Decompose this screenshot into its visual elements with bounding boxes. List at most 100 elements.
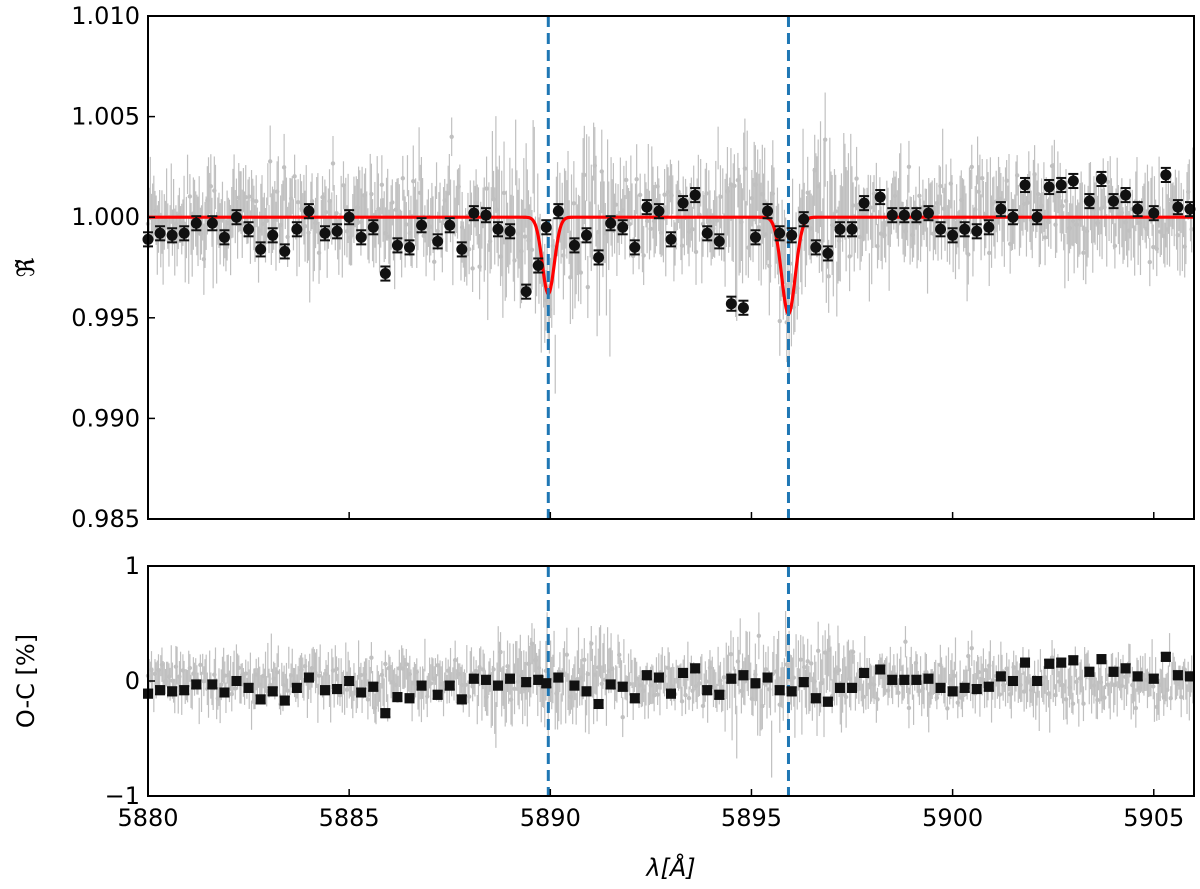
binned-point bbox=[179, 685, 190, 696]
raw-point bbox=[704, 679, 709, 684]
binned-point bbox=[874, 189, 886, 206]
raw-point bbox=[247, 194, 252, 199]
binned-point bbox=[653, 203, 665, 220]
raw-point bbox=[679, 243, 685, 248]
raw-point bbox=[187, 665, 193, 671]
binned-point bbox=[1148, 205, 1160, 222]
raw-point bbox=[714, 218, 720, 223]
binned-point bbox=[859, 667, 870, 678]
raw-point bbox=[582, 172, 587, 178]
binned-point bbox=[255, 694, 266, 705]
binned-point bbox=[1120, 663, 1131, 674]
raw-point bbox=[208, 184, 214, 189]
raw-point bbox=[267, 159, 273, 164]
y-tick-label: 1.005 bbox=[71, 103, 140, 131]
raw-point bbox=[850, 649, 856, 655]
top-model-layer bbox=[148, 215, 1194, 316]
raw-point bbox=[641, 253, 646, 258]
raw-point bbox=[473, 668, 479, 674]
binned-point bbox=[846, 221, 858, 238]
binned-point bbox=[166, 227, 178, 244]
raw-point bbox=[952, 673, 957, 678]
raw-point bbox=[1014, 173, 1020, 178]
raw-point bbox=[742, 679, 748, 684]
binned-point bbox=[568, 237, 580, 254]
binned-point bbox=[404, 239, 415, 256]
raw-point bbox=[309, 199, 315, 204]
binned-point bbox=[444, 680, 455, 691]
binned-point bbox=[416, 680, 427, 691]
binned-point bbox=[1108, 666, 1119, 677]
binned-point bbox=[1007, 209, 1019, 226]
raw-point bbox=[585, 284, 591, 290]
binned-point bbox=[995, 201, 1007, 218]
raw-point bbox=[718, 678, 723, 683]
binned-point bbox=[319, 225, 331, 242]
binned-point bbox=[380, 708, 391, 719]
binned-point bbox=[379, 265, 391, 282]
raw-point bbox=[662, 192, 667, 197]
binned-point bbox=[1056, 657, 1067, 668]
binned-point bbox=[468, 205, 480, 222]
raw-point bbox=[281, 165, 287, 170]
raw-point bbox=[1189, 227, 1194, 232]
binned-point bbox=[677, 195, 689, 212]
raw-point bbox=[906, 164, 912, 169]
raw-point bbox=[383, 661, 388, 667]
raw-point bbox=[452, 657, 458, 663]
binned-point bbox=[762, 203, 774, 220]
raw-point bbox=[369, 655, 374, 660]
binned-point bbox=[959, 221, 971, 238]
raw-point bbox=[690, 227, 695, 232]
binned-point bbox=[267, 227, 279, 244]
raw-point bbox=[334, 210, 339, 216]
binned-point bbox=[1148, 673, 1159, 684]
binned-point bbox=[995, 671, 1006, 682]
binned-point bbox=[605, 215, 617, 232]
raw-point bbox=[1070, 701, 1076, 706]
binned-point bbox=[532, 257, 544, 274]
raw-point bbox=[233, 686, 238, 691]
binned-point bbox=[690, 663, 701, 674]
binned-point bbox=[641, 199, 653, 216]
binned-point bbox=[480, 207, 492, 224]
binned-point bbox=[947, 686, 958, 697]
raw-point bbox=[969, 646, 974, 651]
raw-point bbox=[686, 695, 692, 701]
binned-point bbox=[726, 673, 737, 684]
x-tick-label: 5880 bbox=[117, 804, 178, 832]
raw-point bbox=[1046, 219, 1051, 225]
raw-point bbox=[1060, 203, 1065, 209]
top-y-axis-label: ℜ̃ bbox=[12, 257, 40, 277]
binned-point bbox=[279, 695, 290, 706]
raw-point bbox=[826, 274, 831, 279]
raw-point bbox=[627, 681, 632, 687]
binned-point bbox=[553, 672, 564, 683]
raw-point bbox=[791, 675, 796, 680]
raw-point bbox=[648, 226, 653, 232]
binned-point bbox=[701, 225, 713, 242]
binned-point bbox=[154, 225, 166, 242]
raw-point bbox=[924, 669, 929, 675]
raw-point bbox=[1182, 667, 1187, 672]
raw-point bbox=[254, 199, 259, 204]
binned-point bbox=[332, 684, 343, 695]
raw-point bbox=[976, 669, 981, 675]
raw-point bbox=[264, 218, 269, 223]
raw-point bbox=[1004, 178, 1009, 183]
binned-point bbox=[1095, 170, 1107, 188]
top-binned-data bbox=[142, 166, 1196, 316]
bottom-y-axis-label: O-C [%] bbox=[12, 634, 40, 728]
y-tick-label: 1.010 bbox=[71, 2, 140, 30]
raw-point bbox=[980, 176, 985, 181]
raw-point bbox=[425, 694, 430, 699]
raw-point bbox=[620, 715, 625, 720]
binned-point bbox=[1096, 654, 1107, 665]
raw-point bbox=[292, 174, 297, 179]
raw-point bbox=[634, 676, 639, 681]
binned-point bbox=[593, 249, 605, 266]
raw-point bbox=[512, 686, 517, 692]
binned-point bbox=[355, 229, 367, 246]
raw-point bbox=[589, 641, 594, 646]
